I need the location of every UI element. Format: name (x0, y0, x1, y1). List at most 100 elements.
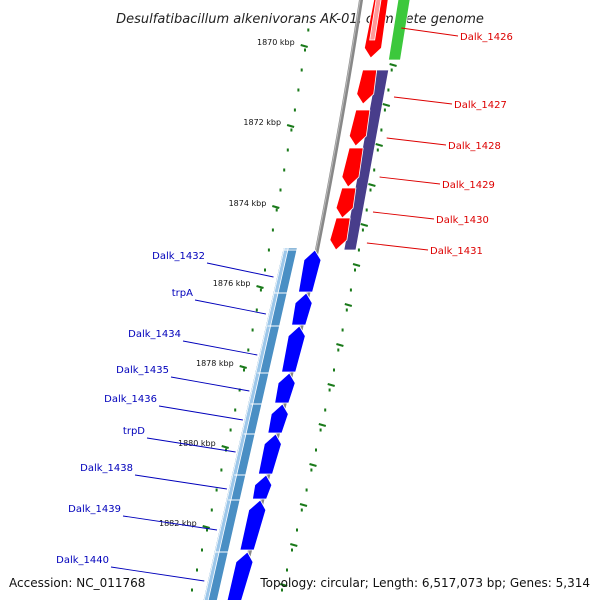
inner-major-tick (344, 303, 353, 307)
cds-minus-4 (267, 403, 289, 434)
minor-tick-dot (210, 508, 213, 512)
gene-label-plus: Dalk_1431 (430, 246, 483, 257)
inner-major-tick (352, 263, 361, 267)
inner-major-tick (318, 423, 327, 427)
minor-tick-dot (328, 388, 331, 392)
rna-feature (387, 0, 411, 61)
minor-tick-dot (380, 128, 383, 132)
minor-tick-dot (225, 448, 227, 452)
major-tick (271, 204, 280, 210)
cds-plus-highlight (369, 0, 382, 41)
leader-line-plus (401, 27, 459, 37)
kbp-tick-label: 1874 kbp (229, 199, 267, 208)
minor-tick-dot (297, 88, 300, 92)
minor-tick-dot (387, 88, 390, 92)
kbp-tick-label: 1872 kbp (243, 118, 281, 127)
inner-major-tick (327, 383, 335, 387)
minor-tick-dot (251, 328, 254, 332)
cds-minus-2 (281, 325, 306, 373)
kbp-tick-label: 1880 kbp (178, 439, 216, 448)
minor-tick-dot (220, 468, 223, 472)
minor-tick-dot (290, 128, 293, 132)
leader-line-plus (372, 211, 435, 220)
cds-minus-8 (226, 551, 254, 600)
leader-line-minus (194, 299, 266, 315)
gene-label-plus: Dalk_1427 (454, 100, 507, 111)
leader-line-minus (146, 437, 236, 453)
leader-line-plus (386, 137, 447, 146)
feature-layer (202, 0, 411, 600)
minor-tick-dot (264, 268, 266, 272)
inner-major-tick (360, 223, 369, 227)
major-tick (256, 284, 264, 290)
minor-tick-dot (234, 408, 237, 412)
minor-tick-dot (271, 228, 274, 232)
minor-tick-dot (369, 188, 372, 192)
minor-tick-dot (286, 568, 288, 572)
cds-plus-1 (356, 69, 378, 105)
minor-tick-dot (376, 148, 379, 152)
leader-line-minus (110, 566, 205, 582)
minor-tick-dot (315, 448, 317, 452)
minor-tick-dot (283, 168, 286, 172)
minor-tick-dot (300, 508, 303, 512)
minor-tick-dot (296, 528, 298, 532)
minor-tick-dot (337, 348, 340, 352)
gene-label-plus: Dalk_1428 (448, 141, 501, 152)
kbp-tick-label: 1876 kbp (213, 279, 251, 288)
major-tick (221, 444, 230, 450)
gene-label-plus: Dalk_1430 (436, 215, 489, 226)
topology-text: Topology: circular; Length: 6,517,073 bp… (260, 576, 590, 590)
gene-label-minus: trpA (172, 288, 193, 299)
cds-minus-3 (274, 372, 296, 404)
cds-minus-7 (239, 499, 267, 551)
kbp-tick-label: 1878 kbp (196, 359, 234, 368)
inner-major-tick (375, 143, 383, 147)
minor-tick-dot (293, 108, 296, 112)
minor-tick-dot (286, 148, 289, 152)
minor-tick-dot (349, 288, 352, 292)
gene-track-minus-highlight (203, 247, 289, 600)
minor-tick-dot (267, 248, 270, 252)
inner-major-tick (382, 103, 391, 107)
minor-tick-dot (300, 68, 303, 72)
cds-minus-5 (257, 433, 282, 475)
minor-tick-dot (354, 268, 356, 272)
leader-line-minus (170, 376, 250, 392)
leader-line-plus (393, 96, 453, 105)
cds-plus-4 (335, 187, 357, 219)
gene-label-plus: Dalk_1426 (460, 32, 513, 43)
leader-line-plus (366, 242, 429, 251)
minor-tick-dot (255, 308, 258, 312)
minor-tick-dot (215, 488, 218, 492)
minor-tick-dot (357, 248, 360, 252)
minor-tick-dot (307, 28, 310, 32)
minor-tick-dot (243, 368, 245, 372)
gene-label-minus: trpD (123, 426, 145, 437)
minor-tick-dot (383, 108, 386, 112)
minor-tick-dot (333, 368, 335, 372)
gene-label-minus: Dalk_1440 (56, 555, 109, 566)
minor-tick-dot (304, 48, 306, 52)
cds-plus-5 (329, 217, 351, 251)
minor-tick-dot (259, 288, 262, 292)
gene-label-minus: Dalk_1434 (128, 329, 181, 340)
minor-tick-dot (191, 588, 193, 592)
leader-line-minus (182, 340, 258, 356)
inner-major-tick (309, 463, 317, 467)
minor-tick-dot (279, 188, 282, 192)
tick-layer: 1870 kbp 1872 kbp 1874 kbp 1876 kbp 1878 kbp… (159, 38, 397, 587)
inner-major-tick (368, 183, 376, 187)
cds-plus-2 (348, 109, 371, 147)
major-tick (239, 364, 248, 370)
gene-label-minus: Dalk_1438 (80, 463, 133, 474)
leader-line-plus (379, 176, 441, 185)
minor-tick-dot (365, 208, 368, 212)
inner-major-tick (299, 503, 308, 507)
kbp-tick-label: 1882 kbp (159, 519, 197, 528)
minor-tick-dot (201, 548, 203, 552)
minor-tick-dot (319, 428, 322, 432)
minor-tick-dot (341, 328, 344, 332)
